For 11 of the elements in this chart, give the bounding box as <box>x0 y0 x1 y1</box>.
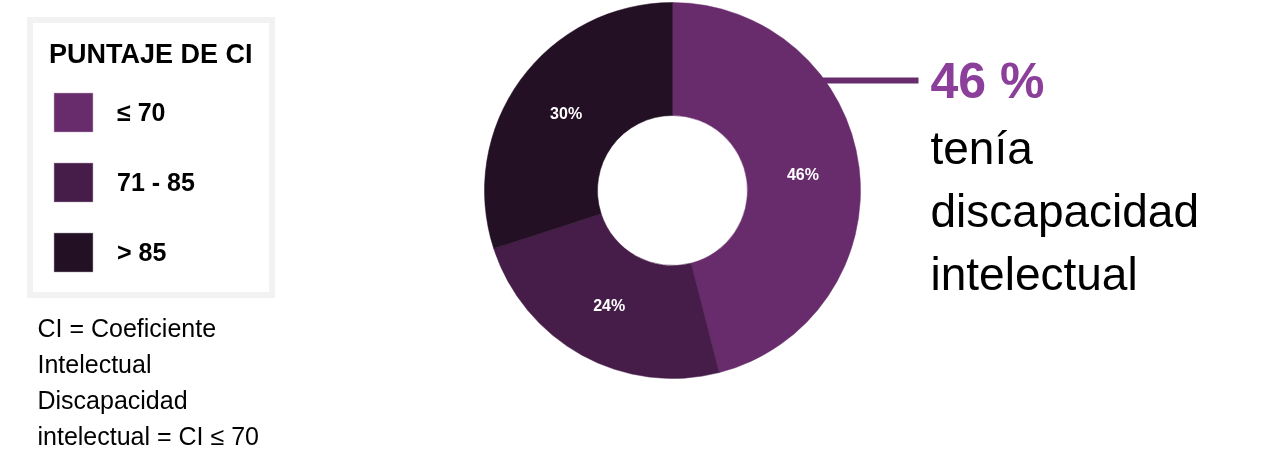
legend-label: 71 - 85 <box>117 167 195 197</box>
legend-title: PUNTAJE DE CI <box>49 39 253 70</box>
legend-label: > 85 <box>117 237 167 267</box>
text: Discapacidad intelectual = CI ≤ 70 <box>37 385 259 450</box>
text: CI = Coeficiente Intelectual <box>37 313 217 378</box>
data-label: 24% <box>593 297 626 315</box>
data-label: 30% <box>550 104 583 122</box>
data-label: 46% <box>786 165 819 183</box>
legend-label: ≤ 70 <box>117 97 166 127</box>
text: tenía discapacidad intelectual <box>930 121 1200 300</box>
text: 46 % <box>930 52 1045 109</box>
